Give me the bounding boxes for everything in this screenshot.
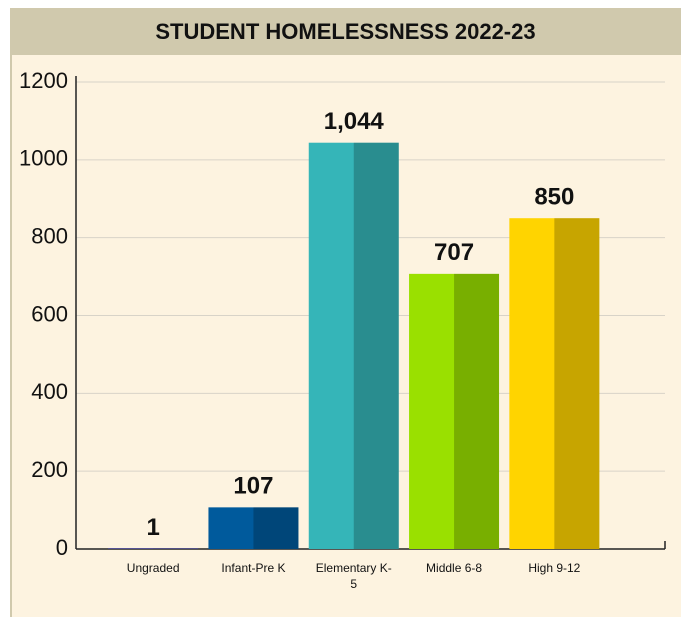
- bar-shade: [454, 273, 500, 549]
- bar: [409, 273, 500, 549]
- bar: [509, 218, 600, 550]
- y-tick-label: 0: [56, 535, 68, 560]
- value-label: 1,044: [324, 108, 385, 135]
- value-label: 707: [434, 239, 474, 266]
- x-tick-label: Infant-Pre K: [221, 561, 286, 575]
- value-label: 850: [534, 184, 574, 211]
- value-label: 1: [146, 514, 159, 541]
- x-tick-label: High 9-12: [528, 561, 581, 575]
- bar-shade: [353, 142, 399, 549]
- y-tick-label: 600: [31, 301, 68, 326]
- bar-shade: [554, 218, 600, 550]
- y-tick-label: 1000: [19, 146, 68, 171]
- y-tick-label: 200: [31, 457, 68, 482]
- x-tick-label: Ungraded: [126, 561, 180, 575]
- y-tick-label: 400: [31, 379, 68, 404]
- value-label: 107: [233, 473, 273, 500]
- y-tick-label: 1200: [19, 68, 68, 93]
- y-tick-label: 800: [31, 223, 68, 248]
- bar: [308, 142, 399, 549]
- x-tick-label: Middle 6-8: [426, 561, 483, 575]
- x-tick-label: Elementary K-5: [315, 561, 392, 591]
- chart-title: STUDENT HOMELESSNESS 2022-23: [10, 8, 681, 55]
- bar: [208, 507, 299, 549]
- bar-shade: [253, 507, 299, 549]
